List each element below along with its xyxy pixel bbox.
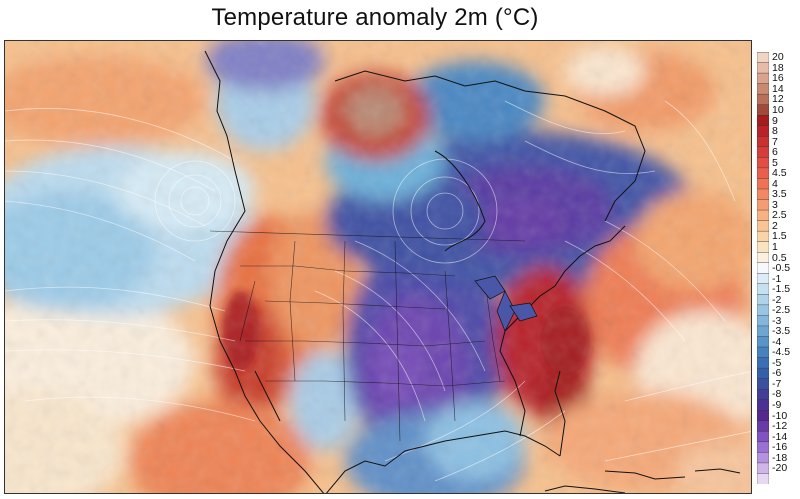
colorbar-tick-label: 4.5 [772,167,787,180]
colorbar-cell [757,410,769,422]
colorbar-cell [757,273,769,285]
colorbar-tick-label: 1.5 [772,230,787,243]
colorbar [757,52,769,484]
colorbar-tick-label: 3.5 [772,188,787,201]
colorbar-tick-label: 4 [772,177,778,190]
colorbar-tick-label: -1.5 [772,283,791,296]
colorbar-tick-label: 7 [772,135,778,148]
colorbar-cell [757,325,769,337]
colorbar-tick-label: -18 [772,451,788,464]
colorbar-tick-label: -0.5 [772,262,791,274]
colorbar-tick-label: -16 [772,441,788,454]
colorbar-tick-label: -4.5 [772,346,791,359]
colorbar-cell [757,462,769,474]
colorbar-cell [757,473,769,484]
colorbar-tick-label: -3.5 [772,325,791,338]
colorbar-tick-label: -2.5 [772,304,791,317]
colorbar-tick-label: -8 [772,388,782,401]
colorbar-cell [757,315,769,327]
wind-streamlines [5,100,751,482]
colorbar-cell [757,167,769,179]
colorbar-cell [757,378,769,390]
colorbar-cell [757,52,769,64]
colorbar-tick-label: -14 [772,430,788,443]
colorbar-tick-label: 14 [772,82,784,95]
colorbar-cell [757,367,769,380]
colorbar-tick-label: -2 [772,293,782,306]
colorbar-tick-label: 2 [772,219,778,232]
colorbar-tick-label: -1 [772,272,782,285]
colorbar-tick-label: 8 [772,125,778,137]
colorbar-cell [757,115,769,127]
colorbar-tick-label: 18 [772,61,784,74]
colorbar-cell [757,62,769,74]
colorbar-cell [757,93,769,106]
colorbar-cell [757,209,769,222]
colorbar-cell [757,431,769,443]
colorbar-tick-label: 2.5 [772,209,787,222]
colorbar-cell [757,336,769,348]
colorbar-cell [757,230,769,243]
colorbar-tick-label: 5 [772,156,778,169]
colorbar-cell [757,399,769,411]
colorbar-cell [757,346,769,359]
colorbar-cell [757,294,769,306]
state-borders [209,230,526,442]
colorbar-cell [757,136,769,148]
colorbar-cell [757,157,769,169]
temperature-anomaly-map [4,40,752,494]
colorbar-cell [757,199,769,211]
colorbar-tick-label: -6 [772,367,782,380]
colorbar-tick-label: 1 [772,240,778,253]
colorbar-cell [757,452,769,464]
colorbar-cell [757,241,769,253]
colorbar-cell [757,188,769,201]
map-canvas [5,41,751,493]
colorbar-cell [757,178,769,190]
colorbar-cell [757,420,769,432]
field-texture [5,41,751,493]
colorbar-cell [757,388,769,401]
colorbar-cell [757,441,769,453]
colorbar-tick-label: -5 [772,356,782,369]
colorbar-tick-label: 20 [772,51,784,64]
colorbar-cell [757,146,769,158]
colorbar-cell [757,251,769,264]
colorbar-cell [757,125,769,137]
colorbar-tick-label: -12 [772,420,788,432]
colorbar-tick-label: -10 [772,409,788,422]
coastlines [204,50,741,493]
colorbar-tick-label: 3 [772,198,778,211]
colorbar-cell [757,304,769,316]
colorbar-tick-label: 9 [772,114,778,127]
colorbar-cell [757,104,769,116]
colorbar-cell [757,72,769,85]
colorbar-cell [757,83,769,95]
colorbar-tick-label: 16 [772,72,784,85]
colorbar-tick-label: 0.5 [772,251,787,264]
map-title: Temperature anomaly 2m (°C) [211,4,539,31]
colorbar-tick-label: -20 [772,462,788,475]
colorbar-tick-label: 10 [772,104,784,116]
colorbar-tick-label: -4 [772,335,782,348]
great-lakes [474,275,538,332]
colorbar-cell [757,283,769,295]
colorbar-cell [757,220,769,232]
colorbar-tick-label: 6 [772,146,778,159]
colorbar-cell [757,357,769,369]
colorbar-cell [757,262,769,274]
colorbar-tick-label: -7 [772,377,782,390]
colorbar-tick-label: -9 [772,399,782,411]
colorbar-tick-label: -3 [772,314,782,327]
colorbar-tick-label: 12 [772,93,784,106]
